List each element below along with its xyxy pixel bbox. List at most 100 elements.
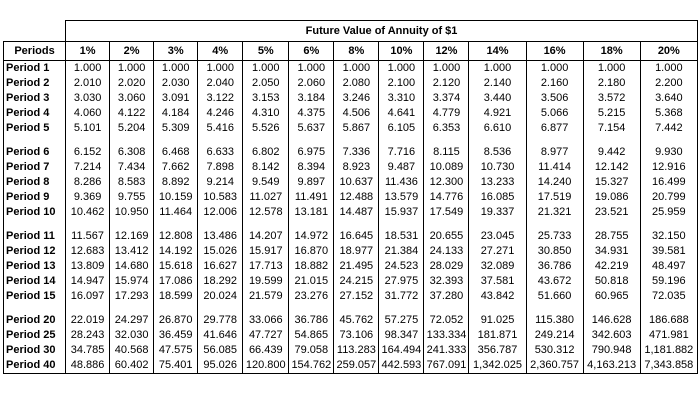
value-cell: 13.181 [288,205,335,220]
value-cell: 6.308 [109,136,155,160]
column-header: 5% [242,41,290,61]
value-cell: 2.030 [153,76,199,91]
value-cell: 16.870 [288,244,335,259]
value-cell: 2.010 [65,76,111,91]
value-cell: 7.898 [197,160,244,175]
value-cell: 28.029 [423,259,470,274]
value-cell: 17.549 [423,205,470,220]
value-cell: 21.579 [242,289,290,304]
value-cell: 5.867 [333,121,380,136]
row-label: Period 4 [2,106,67,121]
value-cell: 9.755 [109,190,155,205]
value-cell: 9.487 [378,160,425,175]
value-cell: 4.246 [197,106,244,121]
value-cell: 3.122 [197,91,244,106]
value-cell: 164.494 [378,343,425,358]
row-label: Period 8 [2,175,67,190]
value-cell: 12.006 [197,205,244,220]
value-cell: 1.000 [468,60,527,76]
value-cell: 34.931 [582,244,641,259]
value-cell: 1,342.025 [468,358,527,374]
value-cell: 3.060 [109,91,155,106]
value-cell: 3.246 [333,91,380,106]
value-cell: 790.948 [582,343,641,358]
value-cell: 530.312 [525,343,584,358]
value-cell: 4.641 [378,106,425,121]
value-cell: 15.618 [153,259,199,274]
value-cell: 21.321 [525,205,584,220]
value-cell: 32.089 [468,259,527,274]
value-cell: 17.086 [153,274,199,289]
value-cell: 18.977 [333,244,380,259]
row-label: Period 10 [2,205,67,220]
value-cell: 1.000 [333,60,380,76]
value-cell: 36.459 [153,328,199,343]
value-cell: 9.897 [288,175,335,190]
value-cell: 18.292 [197,274,244,289]
value-cell: 1.000 [582,60,641,76]
value-cell: 2.020 [109,76,155,91]
value-cell: 4.921 [468,106,527,121]
value-cell: 15.917 [242,244,290,259]
value-cell: 1.000 [153,60,199,76]
row-label: Period 7 [2,160,67,175]
value-cell: 4.122 [109,106,155,121]
value-cell: 23.521 [582,205,641,220]
row-label: Period 20 [2,304,67,328]
value-cell: 12.488 [333,190,380,205]
value-cell: 4.184 [153,106,199,121]
value-cell: 37.581 [468,274,527,289]
value-cell: 19.337 [468,205,527,220]
value-cell: 5.526 [242,121,290,136]
table-row: Period 25 28.243 32.030 36.459 41.646 47.727 5… [2,328,699,343]
value-cell: 10.089 [423,160,470,175]
value-cell: 6.105 [378,121,425,136]
value-cell: 18.531 [378,220,425,244]
value-cell: 10.950 [109,205,155,220]
column-header: 14% [468,41,527,61]
value-cell: 12.169 [109,220,155,244]
value-cell: 471.981 [639,328,699,343]
column-header: 16% [525,41,584,61]
value-cell: 98.347 [378,328,425,343]
value-cell: 11.464 [153,205,199,220]
value-cell: 2.100 [378,76,425,91]
value-cell: 37.280 [423,289,470,304]
value-cell: 31.772 [378,289,425,304]
value-cell: 5.101 [65,121,111,136]
value-cell: 11.491 [288,190,335,205]
value-cell: 186.688 [639,304,699,328]
value-cell: 767.091 [423,358,470,374]
value-cell: 5.368 [639,106,699,121]
value-cell: 5.309 [153,121,199,136]
value-cell: 259.057 [333,358,380,374]
value-cell: 14.207 [242,220,290,244]
value-cell: 24.523 [378,259,425,274]
value-cell: 7.154 [582,121,641,136]
value-cell: 14.947 [65,274,111,289]
value-cell: 8.536 [468,136,527,160]
value-cell: 16.499 [639,175,699,190]
value-cell: 3.091 [153,91,199,106]
row-group: Period 11 11.567 12.169 12.808 13.486 14.207 1… [2,220,699,304]
value-cell: 20.655 [423,220,470,244]
row-label: Period 15 [2,289,67,304]
value-cell: 72.035 [639,289,699,304]
value-cell: 241.333 [423,343,470,358]
value-cell: 95.026 [197,358,244,374]
value-cell: 28.243 [65,328,111,343]
value-cell: 6.802 [242,136,290,160]
value-cell: 1.000 [423,60,470,76]
value-cell: 5.637 [288,121,335,136]
value-cell: 6.152 [65,136,111,160]
value-cell: 1,181.882 [639,343,699,358]
table-row: Period 15 16.097 17.293 18.599 20.024 21.579 2… [2,289,699,304]
value-cell: 3.184 [288,91,335,106]
value-cell: 48.886 [65,358,111,374]
value-cell: 15.026 [197,244,244,259]
value-cell: 8.394 [288,160,335,175]
header-row: Periods 1% 2% 3% 4% 5% 6% 8% 10% 12% 14% 16% 18% 20% [2,41,699,61]
row-group: Period 6 6.152 6.308 6.468 6.633 6.802 6.975 7.… [2,136,699,220]
row-label: Period 9 [2,190,67,205]
value-cell: 18.599 [153,289,199,304]
